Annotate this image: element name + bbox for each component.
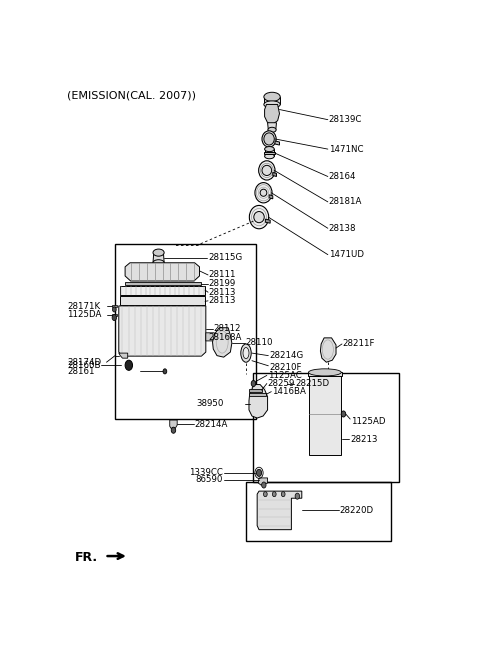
Text: 28138: 28138 bbox=[329, 224, 356, 233]
Text: 28111: 28111 bbox=[209, 270, 236, 279]
Text: 1125AC: 1125AC bbox=[267, 371, 301, 380]
Polygon shape bbox=[309, 372, 342, 376]
Polygon shape bbox=[153, 252, 164, 263]
Text: 28113: 28113 bbox=[209, 288, 236, 297]
Text: 28160B: 28160B bbox=[67, 360, 101, 370]
Ellipse shape bbox=[153, 260, 164, 266]
Ellipse shape bbox=[268, 127, 276, 132]
Polygon shape bbox=[249, 389, 262, 391]
Ellipse shape bbox=[249, 206, 269, 229]
Text: (EMISSION(CAL. 2007)): (EMISSION(CAL. 2007)) bbox=[67, 90, 196, 100]
Circle shape bbox=[163, 369, 167, 374]
Polygon shape bbox=[125, 263, 200, 281]
Text: 28113: 28113 bbox=[209, 297, 236, 305]
Polygon shape bbox=[119, 306, 206, 356]
Polygon shape bbox=[264, 105, 279, 125]
Text: 28211F: 28211F bbox=[343, 339, 375, 349]
Circle shape bbox=[273, 492, 276, 497]
Text: 28112: 28112 bbox=[213, 324, 241, 333]
Polygon shape bbox=[264, 149, 274, 156]
Polygon shape bbox=[309, 376, 341, 455]
Ellipse shape bbox=[264, 92, 280, 101]
Text: 1125DA: 1125DA bbox=[67, 310, 102, 319]
Polygon shape bbox=[257, 491, 302, 530]
Polygon shape bbox=[119, 353, 128, 358]
Text: 28199: 28199 bbox=[209, 279, 236, 288]
Ellipse shape bbox=[262, 165, 272, 175]
Text: 28168A: 28168A bbox=[209, 333, 242, 343]
Ellipse shape bbox=[153, 249, 164, 256]
Ellipse shape bbox=[259, 161, 275, 180]
Text: 28115G: 28115G bbox=[208, 253, 242, 262]
Circle shape bbox=[262, 482, 266, 488]
Polygon shape bbox=[120, 286, 205, 295]
Bar bbox=[115, 244, 256, 419]
Text: 28164: 28164 bbox=[329, 172, 356, 181]
Text: 28171K: 28171K bbox=[67, 302, 101, 311]
Bar bbox=[253, 374, 398, 482]
Circle shape bbox=[341, 411, 346, 417]
Polygon shape bbox=[269, 195, 273, 199]
Text: 1125AD: 1125AD bbox=[351, 416, 385, 426]
Text: 28174D: 28174D bbox=[67, 358, 102, 366]
Ellipse shape bbox=[264, 154, 274, 159]
Ellipse shape bbox=[264, 146, 274, 152]
Circle shape bbox=[171, 427, 176, 433]
Polygon shape bbox=[258, 478, 267, 485]
Text: 28181A: 28181A bbox=[329, 198, 362, 206]
Circle shape bbox=[112, 307, 116, 312]
Ellipse shape bbox=[309, 369, 341, 376]
Polygon shape bbox=[265, 219, 270, 223]
Polygon shape bbox=[213, 328, 232, 357]
Polygon shape bbox=[267, 123, 276, 130]
Polygon shape bbox=[112, 305, 117, 307]
Text: 28214G: 28214G bbox=[269, 351, 303, 360]
Polygon shape bbox=[264, 152, 275, 154]
Ellipse shape bbox=[264, 101, 280, 108]
Bar bbox=[246, 482, 391, 541]
Polygon shape bbox=[321, 338, 336, 362]
Circle shape bbox=[281, 492, 285, 497]
Text: 38950: 38950 bbox=[196, 399, 224, 409]
Text: 28210F: 28210F bbox=[269, 363, 301, 372]
Polygon shape bbox=[275, 141, 279, 145]
Text: 28139C: 28139C bbox=[329, 115, 362, 124]
Text: 1471NC: 1471NC bbox=[329, 144, 363, 154]
Text: 28110: 28110 bbox=[245, 339, 273, 347]
Ellipse shape bbox=[254, 212, 264, 223]
Text: 1416BA: 1416BA bbox=[272, 387, 306, 396]
Text: 28214A: 28214A bbox=[195, 420, 228, 428]
Text: 86590: 86590 bbox=[195, 475, 223, 484]
Text: 1339CC: 1339CC bbox=[189, 469, 223, 477]
Polygon shape bbox=[249, 393, 266, 395]
Ellipse shape bbox=[243, 347, 249, 358]
Ellipse shape bbox=[262, 131, 276, 147]
Ellipse shape bbox=[264, 133, 274, 145]
Circle shape bbox=[112, 314, 117, 321]
Polygon shape bbox=[120, 297, 205, 305]
Ellipse shape bbox=[260, 189, 267, 196]
Text: 1471UD: 1471UD bbox=[329, 250, 363, 259]
Polygon shape bbox=[206, 333, 216, 341]
Text: 28213: 28213 bbox=[350, 435, 378, 444]
Polygon shape bbox=[170, 420, 177, 428]
Text: FR.: FR. bbox=[75, 550, 98, 563]
Polygon shape bbox=[264, 97, 280, 105]
Polygon shape bbox=[273, 173, 276, 177]
Circle shape bbox=[256, 469, 262, 476]
Text: 28215D: 28215D bbox=[295, 379, 329, 388]
Text: 28161: 28161 bbox=[67, 367, 95, 376]
Polygon shape bbox=[249, 385, 267, 418]
Circle shape bbox=[251, 380, 256, 387]
Text: 28259: 28259 bbox=[267, 379, 295, 388]
Circle shape bbox=[125, 360, 132, 370]
Polygon shape bbox=[125, 282, 202, 285]
Ellipse shape bbox=[255, 183, 272, 203]
Circle shape bbox=[295, 493, 300, 500]
Circle shape bbox=[264, 492, 267, 497]
Polygon shape bbox=[112, 314, 117, 316]
Text: 28220D: 28220D bbox=[340, 506, 374, 515]
Ellipse shape bbox=[241, 344, 251, 362]
